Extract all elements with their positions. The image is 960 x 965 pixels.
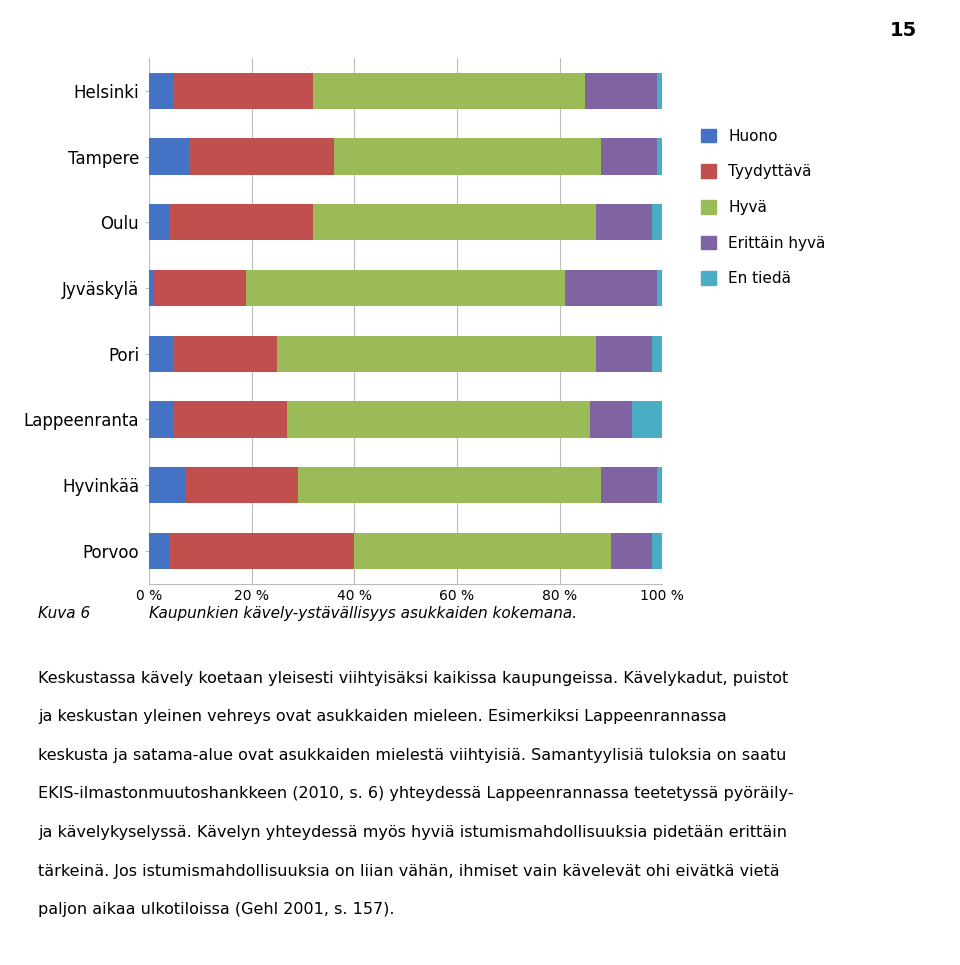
Bar bbox=[149, 205, 169, 240]
Bar bbox=[169, 533, 354, 569]
Bar bbox=[586, 72, 658, 109]
Bar bbox=[149, 467, 184, 504]
Bar bbox=[658, 270, 662, 306]
Bar bbox=[612, 533, 652, 569]
Bar bbox=[658, 138, 662, 175]
Text: 15: 15 bbox=[890, 21, 917, 41]
Text: Keskustassa kävely koetaan yleisesti viihtyisäksi kaikissa kaupungeissa. Kävelyk: Keskustassa kävely koetaan yleisesti vii… bbox=[38, 671, 789, 686]
Bar bbox=[354, 533, 612, 569]
Bar bbox=[658, 72, 662, 109]
Text: keskusta ja satama-alue ovat asukkaiden mielestä viihtyisiä. Samantyylisiä tulok: keskusta ja satama-alue ovat asukkaiden … bbox=[38, 748, 787, 763]
Bar bbox=[149, 336, 175, 372]
Bar bbox=[287, 401, 590, 437]
Bar bbox=[658, 467, 662, 504]
Bar bbox=[169, 205, 313, 240]
Text: Kuva 6: Kuva 6 bbox=[38, 606, 90, 621]
Bar bbox=[175, 401, 287, 437]
Text: EKIS-ilmastonmuutoshankkeen (2010, s. 6) yhteydessä Lappeenrannassa teetetyssä p: EKIS-ilmastonmuutoshankkeen (2010, s. 6)… bbox=[38, 786, 794, 802]
Bar bbox=[175, 336, 277, 372]
Bar bbox=[334, 138, 601, 175]
Bar bbox=[601, 138, 658, 175]
Bar bbox=[247, 270, 564, 306]
Bar bbox=[595, 205, 652, 240]
Bar bbox=[652, 533, 662, 569]
Bar bbox=[154, 270, 247, 306]
Text: Kaupunkien kävely-ystävällisyys asukkaiden kokemana.: Kaupunkien kävely-ystävällisyys asukkaid… bbox=[149, 606, 577, 621]
Bar bbox=[298, 467, 601, 504]
Bar bbox=[632, 401, 662, 437]
Legend: Huono, Tyydyttävä, Hyvä, Erittäin hyvä, En tiedä: Huono, Tyydyttävä, Hyvä, Erittäin hyvä, … bbox=[701, 128, 826, 287]
Bar bbox=[190, 138, 334, 175]
Bar bbox=[313, 205, 595, 240]
Bar bbox=[149, 138, 190, 175]
Bar bbox=[601, 467, 658, 504]
Bar bbox=[149, 270, 154, 306]
Bar bbox=[652, 205, 662, 240]
Text: tärkeinä. Jos istumismahdollisuuksia on liian vähän, ihmiset vain kävelevät ohi : tärkeinä. Jos istumismahdollisuuksia on … bbox=[38, 864, 780, 879]
Text: ja kävelykyselyssä. Kävelyn yhteydessä myös hyviä istumismahdollisuuksia pidetää: ja kävelykyselyssä. Kävelyn yhteydessä m… bbox=[38, 825, 787, 841]
Bar bbox=[590, 401, 632, 437]
Bar bbox=[149, 401, 175, 437]
Bar bbox=[652, 336, 662, 372]
Bar bbox=[149, 72, 175, 109]
Bar bbox=[564, 270, 658, 306]
Bar bbox=[175, 72, 313, 109]
Bar bbox=[277, 336, 595, 372]
Text: paljon aikaa ulkotiloissa (Gehl 2001, s. 157).: paljon aikaa ulkotiloissa (Gehl 2001, s.… bbox=[38, 902, 395, 918]
Bar bbox=[184, 467, 298, 504]
Text: ja keskustan yleinen vehreys ovat asukkaiden mieleen. Esimerkiksi Lappeenrannass: ja keskustan yleinen vehreys ovat asukka… bbox=[38, 709, 727, 725]
Bar bbox=[595, 336, 652, 372]
Bar bbox=[149, 533, 169, 569]
Bar bbox=[313, 72, 586, 109]
